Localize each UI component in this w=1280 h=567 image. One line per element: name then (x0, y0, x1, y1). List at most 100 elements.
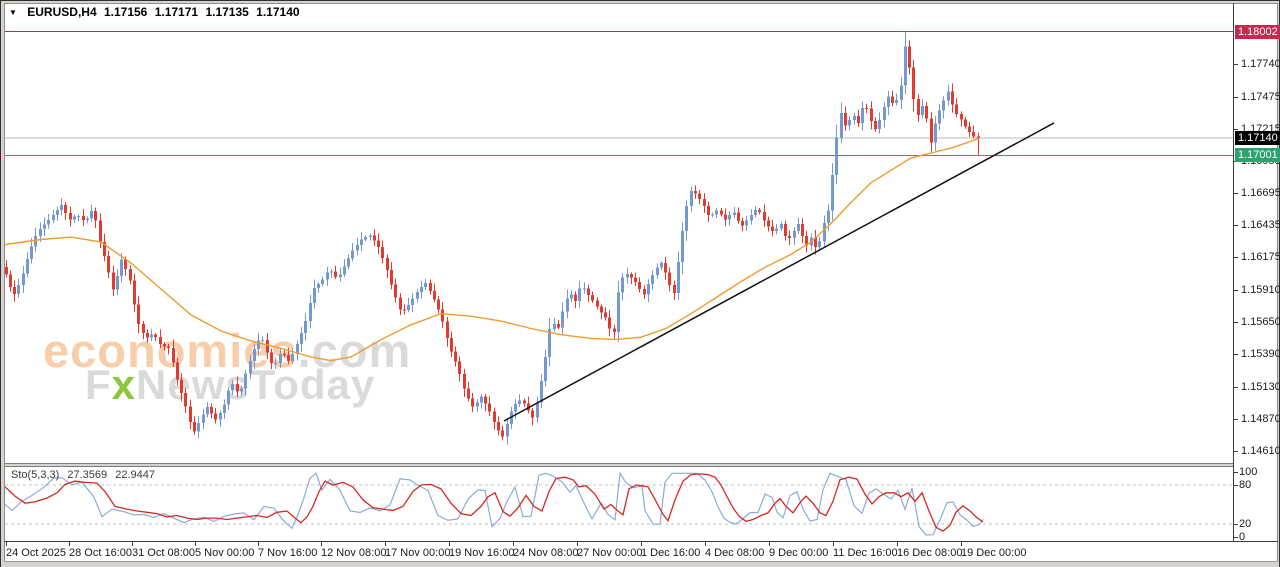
candle-up (690, 190, 693, 206)
candle-down (463, 374, 466, 389)
candle-down (5, 266, 8, 275)
time-tick-mark (513, 542, 514, 546)
candle-down (930, 118, 933, 143)
candle-down (814, 237, 817, 247)
candle-up (407, 304, 410, 311)
candle-up (52, 215, 55, 220)
price-tick-label: 1.15910 (1241, 284, 1280, 296)
ascending-trendline[interactable] (503, 122, 1055, 422)
candle-down (377, 240, 380, 248)
time-axis-border (4, 541, 1278, 542)
time-tick-mark (195, 542, 196, 546)
candle-down (82, 216, 85, 220)
candle-up (304, 321, 307, 333)
candle-down (13, 286, 16, 295)
candle-down (429, 283, 432, 292)
candle-down (146, 333, 149, 338)
price-tick-mark (1234, 290, 1238, 291)
candle-up (887, 96, 890, 108)
stochastic-canvas[interactable] (4, 467, 1233, 540)
candle-up (244, 373, 247, 389)
candle-up (90, 210, 93, 219)
candle-up (17, 284, 20, 295)
candle-up (818, 241, 821, 247)
candle-down (373, 235, 376, 241)
time-tick-mark (321, 542, 322, 546)
candle-up (364, 236, 367, 240)
symbol-dropdown-icon[interactable]: ▼ (9, 8, 17, 17)
symbol-period: EURUSD,H4 (27, 5, 97, 19)
candle-down (531, 410, 534, 418)
candle-up (681, 231, 684, 263)
quote-high: 1.17171 (154, 5, 199, 19)
candle-down (737, 212, 740, 221)
candle-up (544, 357, 547, 382)
candle-down (600, 306, 603, 313)
price-tick-mark (1234, 225, 1238, 226)
candle-up (291, 353, 294, 361)
watermark-fxnewstoday: FxNewsToday (85, 361, 376, 408)
candle-up (900, 85, 903, 101)
candle-up (321, 279, 324, 285)
price-tick-mark (1234, 419, 1238, 420)
candle-down (891, 96, 894, 103)
time-tick-label: 17 Nov 00:00 (385, 547, 451, 559)
candle-up (583, 288, 586, 290)
time-tick-label: 11 Dec 16:00 (833, 547, 898, 559)
price-tick-label: 1.15390 (1241, 348, 1280, 360)
candle-down (698, 193, 701, 199)
candle-down (497, 421, 500, 431)
candle-up (660, 263, 663, 268)
candle-down (604, 312, 607, 318)
chart-title-bar[interactable]: ▼ EURUSD,H4 1.17156 1.17171 1.17135 1.17… (9, 5, 304, 21)
candle-up (570, 294, 573, 299)
time-tick-label: 16 Dec 08:00 (897, 547, 963, 559)
candle-down (163, 343, 166, 347)
candle-up (202, 414, 205, 423)
candle-down (446, 321, 449, 338)
candle-down (99, 220, 102, 242)
candle-down (458, 361, 461, 375)
candle-up (797, 224, 800, 232)
moving-average-line[interactable] (4, 137, 980, 362)
price-badge: 1.17140 (1235, 131, 1280, 145)
candle-down (574, 294, 577, 301)
candle-up (883, 107, 886, 121)
candle-up (561, 311, 564, 328)
candle-up (231, 384, 234, 391)
candle-down (968, 126, 971, 133)
candle-down (801, 224, 804, 236)
candle-down (587, 288, 590, 296)
price-tick-label: 1.16695 (1241, 187, 1280, 199)
candle-up (261, 340, 264, 342)
candle-up (26, 258, 29, 274)
candle-down (758, 209, 761, 213)
price-tick-mark (1234, 354, 1238, 355)
time-tick-label: 19 Nov 16:00 (449, 547, 515, 559)
candle-down (210, 406, 213, 414)
sto-tick-label: 20 (1239, 518, 1252, 530)
time-tick-label: 27 Nov 00:00 (577, 547, 643, 559)
time-tick-mark (769, 542, 770, 546)
candle-up (313, 288, 316, 304)
candle-down (441, 309, 444, 322)
candle-down (142, 323, 145, 334)
candle-down (557, 324, 560, 328)
price-tick-mark (1234, 451, 1238, 452)
time-tick-label: 9 Dec 00:00 (769, 547, 829, 559)
candle-up (43, 224, 46, 230)
time-tick-label: 31 Oct 08:00 (132, 547, 195, 559)
candle-down (9, 274, 12, 287)
candle-down (977, 136, 980, 139)
candle-down (403, 309, 406, 311)
price-chart-canvas[interactable] (4, 4, 1233, 463)
quote-open: 1.17156 (103, 5, 148, 19)
candle-down (741, 220, 744, 226)
candle-up (621, 277, 624, 293)
candle-up (553, 324, 556, 329)
candle-up (728, 215, 731, 220)
candle-up (861, 108, 864, 124)
panel-splitter[interactable] (5, 463, 1233, 467)
candle-down (951, 91, 954, 105)
candle-down (471, 398, 474, 407)
